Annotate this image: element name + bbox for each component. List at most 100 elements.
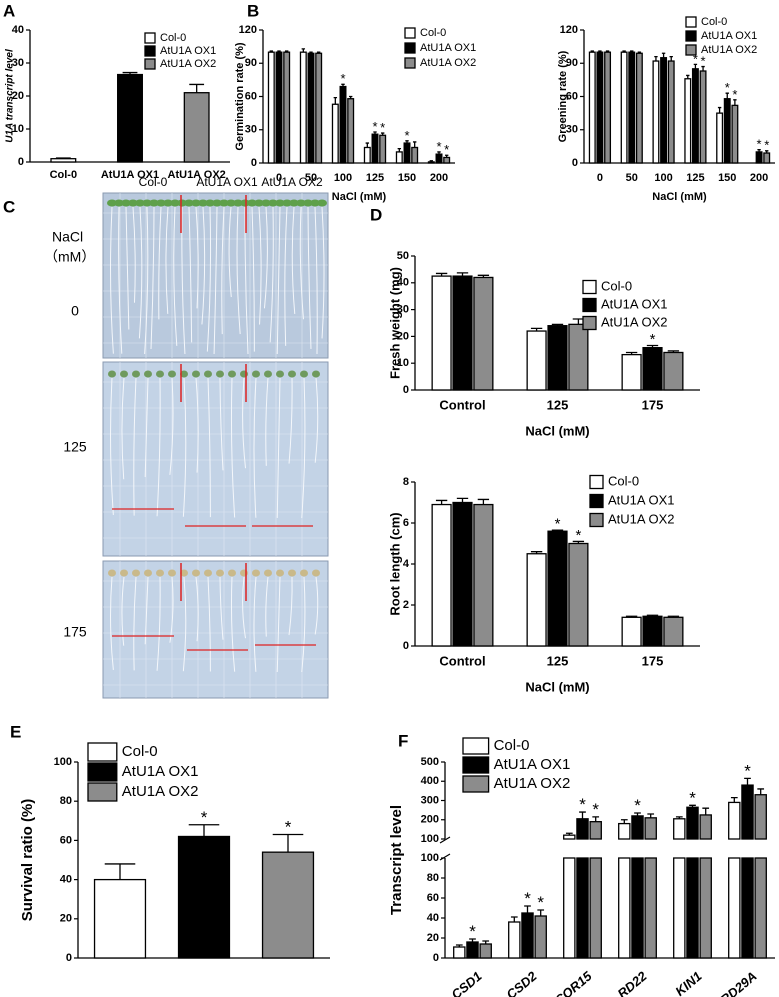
error-bar [667,350,680,353]
legend-label: AtU1A OX2 [701,44,757,56]
panel-letter: F [398,731,408,750]
bar [618,857,631,959]
bar [534,915,547,959]
panel-letter: C [3,197,15,216]
x-tick-label: Control [439,397,485,412]
x-tick-label: 175 [642,397,664,412]
seedling [312,370,320,378]
bar [686,806,699,840]
error-bar [702,807,710,815]
root [288,377,293,464]
panel-c: C NaCl （mM） Col-0 AtU1A OX1 AtU1A OX2 0 … [3,175,323,640]
significance: * [444,142,449,157]
legend-swatch [144,32,156,44]
root [173,206,178,346]
error-bar [572,318,585,325]
root [284,206,288,346]
legend-swatch [462,756,490,774]
error-bar [412,141,417,148]
error-bar [380,132,385,136]
legend-label: AtU1A OX1 [160,45,216,57]
bar [652,60,660,164]
y-tick-label: 400 [421,775,439,787]
y-tick-label: 10 [12,123,24,135]
root [228,206,232,298]
bar [741,784,754,840]
error-bar [579,811,586,819]
root [207,576,211,672]
error-bar [733,99,737,106]
error-bar [189,83,205,93]
bar [267,51,275,164]
seedling [219,199,229,207]
y-tick-label: 4 [403,558,410,570]
seedling [149,199,159,207]
bar [673,857,686,959]
legend-label: AtU1A OX2 [122,783,199,800]
significance: * [634,796,641,815]
error-bar [277,50,281,53]
significance: * [555,516,561,533]
error-bar [530,327,543,332]
legend-swatch [589,512,604,528]
seedling [216,370,224,378]
significance: * [436,139,441,154]
seedling [228,569,236,577]
y-tick-label: 120 [560,24,578,36]
legend-label: AtU1A OX2 [420,57,476,69]
error-bar [510,916,518,922]
seedling [240,370,248,378]
legend-label: AtU1A OX2 [160,58,216,70]
legend-label: AtU1A OX1 [122,763,199,780]
x-tick-label: 200 [750,172,768,184]
root [321,206,325,339]
bar [93,878,147,959]
bar [452,275,473,391]
root [133,576,137,671]
root [110,206,114,354]
error-bar [689,804,696,808]
bar [596,51,604,164]
error-bar [647,813,655,818]
error-bar [667,615,680,618]
seedling [114,199,124,207]
error-bar [456,272,469,277]
significance: * [579,795,586,814]
bar [754,794,767,840]
unit-label: （mM） [44,249,95,265]
root [276,206,281,355]
error-bar [551,529,564,532]
seedling [144,569,152,577]
significance: * [575,527,581,544]
root [169,377,174,475]
y-tick-label: 30 [566,124,578,136]
bar [660,57,668,164]
y-tick-label: 8 [403,476,409,488]
significance: * [701,54,706,69]
root [244,206,249,355]
error-bar [435,499,448,505]
bar [686,857,699,959]
error-bar [625,615,638,618]
bar [177,835,231,959]
bar [642,347,663,391]
legend-label: AtU1A OX1 [494,756,571,773]
y-tick-label: 40 [60,874,72,886]
root [307,206,312,349]
bar [723,98,731,164]
significance: * [340,71,345,86]
bar [663,351,684,391]
y-tick-label: 40 [427,912,439,924]
root [301,377,306,519]
error-bar [765,150,769,154]
y-tick-label: 200 [421,814,439,826]
legend-label: Col-0 [701,16,727,28]
y-tick-label: 20 [12,90,24,102]
y-tick-label: 40 [12,24,24,36]
bar [755,151,763,164]
root [121,576,125,646]
error-bar [537,909,545,916]
seedling [132,569,140,577]
root [299,206,304,320]
error-bar [637,51,642,54]
